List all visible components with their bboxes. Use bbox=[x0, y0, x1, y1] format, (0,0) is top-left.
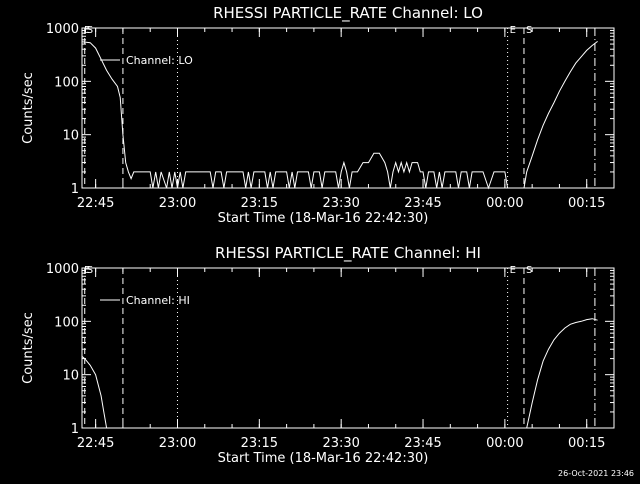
y-tick-label: 1000 bbox=[46, 262, 79, 277]
chart-title: RHESSI PARTICLE_RATE Channel: LO bbox=[213, 4, 483, 23]
x-tick-label: 23:00 bbox=[159, 436, 196, 451]
y-tick-label: 1 bbox=[71, 182, 79, 197]
legend-label: Channel: HI bbox=[126, 294, 190, 307]
data-series-line-2 bbox=[523, 41, 598, 189]
x-tick-label: 22:45 bbox=[77, 436, 114, 451]
x-tick-label: 00:00 bbox=[486, 196, 523, 211]
y-axis-label: Counts/sec bbox=[21, 72, 36, 144]
x-axis-label: Start Time (18-Mar-16 22:42:30) bbox=[218, 451, 429, 466]
y-axis-label: Counts/sec bbox=[21, 312, 36, 384]
plot-date-stamp: 26-Oct-2021 23:46 bbox=[558, 469, 634, 478]
event-marker-label: S bbox=[526, 265, 532, 276]
x-tick-label: 00:00 bbox=[486, 436, 523, 451]
data-series-line-1 bbox=[81, 41, 509, 190]
event-marker-label: E bbox=[510, 265, 516, 276]
x-tick-label: 23:30 bbox=[322, 436, 359, 451]
plot-frame bbox=[81, 267, 615, 429]
plot-frame bbox=[81, 27, 615, 189]
x-axis-label: Start Time (18-Mar-16 22:42:30) bbox=[218, 211, 429, 226]
chart-panel-2: RHESSI PARTICLE_RATE Channel: HI 1 10 100 10… bbox=[21, 244, 615, 466]
chart-title: RHESSI PARTICLE_RATE Channel: HI bbox=[215, 244, 481, 263]
y-tick-label: 10 bbox=[62, 369, 79, 384]
y-tick-label: 100 bbox=[54, 315, 79, 330]
y-tick-label: 10 bbox=[62, 129, 79, 144]
y-tick-label: 100 bbox=[54, 75, 79, 90]
x-tick-label: 23:00 bbox=[159, 196, 196, 211]
chart-panel-1: RHESSI PARTICLE_RATE Channel: LO 1 10 100 10… bbox=[21, 4, 615, 226]
x-tick-label: 23:45 bbox=[404, 436, 441, 451]
x-tick-label: 23:30 bbox=[322, 196, 359, 211]
event-marker-label: E bbox=[510, 25, 516, 36]
y-tick-label: 1 bbox=[71, 422, 79, 437]
legend-label: Channel: LO bbox=[126, 54, 193, 67]
event-marker-label: S bbox=[87, 25, 93, 36]
x-tick-label: 00:15 bbox=[568, 436, 605, 451]
data-series-line-2 bbox=[526, 318, 598, 429]
y-tick-label: 1000 bbox=[46, 22, 79, 37]
x-tick-label: 23:45 bbox=[404, 196, 441, 211]
event-marker-label: S bbox=[87, 265, 93, 276]
x-tick-label: 23:15 bbox=[241, 196, 278, 211]
x-tick-label: 23:15 bbox=[241, 436, 278, 451]
event-marker-label: E bbox=[84, 265, 90, 276]
x-tick-label: 00:15 bbox=[568, 196, 605, 211]
event-marker-label: E bbox=[84, 25, 90, 36]
event-marker-label: S bbox=[526, 25, 532, 36]
data-series-line-1 bbox=[81, 356, 108, 429]
x-tick-label: 22:45 bbox=[77, 196, 114, 211]
